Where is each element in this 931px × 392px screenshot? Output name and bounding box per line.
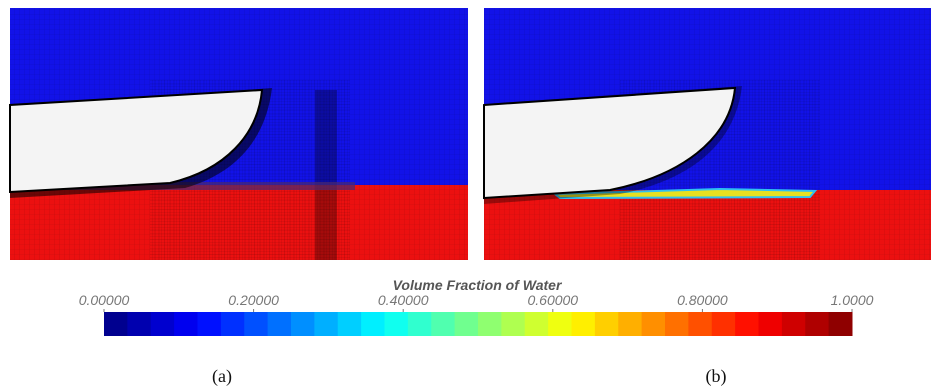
colorbar-band <box>828 312 853 336</box>
colorbar-band <box>501 312 526 336</box>
panel-b-image <box>483 8 931 260</box>
colorbar-tick-label: 1.0000 <box>831 292 874 308</box>
colorbar-band <box>361 312 385 336</box>
colorbar-band <box>337 312 362 336</box>
colorbar-band <box>618 312 643 336</box>
colorbar-band <box>735 312 759 336</box>
colorbar-band <box>711 312 736 336</box>
colorbar-title: Volume Fraction of Water <box>393 277 563 293</box>
colorbar-band <box>665 312 689 336</box>
colorbar-band <box>478 312 502 336</box>
colorbar-band <box>641 312 666 336</box>
colorbar-band <box>197 312 222 336</box>
colorbar-band <box>267 312 292 336</box>
colorbar: 0.00000 0.20000 0.40000 0.60000 0.80000 1.000… <box>79 292 874 336</box>
panel-label: (b) <box>706 366 727 387</box>
colorbar-band <box>104 312 128 336</box>
panel-label: (a) <box>212 366 232 387</box>
colorbar-band <box>384 312 409 336</box>
colorbar-band <box>407 312 432 336</box>
colorbar-tick-label: 0.00000 <box>79 292 130 308</box>
colorbar-band <box>431 312 456 336</box>
colorbar-band <box>688 312 713 336</box>
colorbar-band <box>291 312 315 336</box>
colorbar-tick-label: 0.80000 <box>677 292 728 308</box>
colorbar-band <box>594 312 619 336</box>
colorbar-band <box>174 312 198 336</box>
colorbar-band <box>548 312 572 336</box>
colorbar-band <box>127 312 152 336</box>
colorbar-band <box>220 312 245 336</box>
colorbar-tick-label: 0.60000 <box>527 292 578 308</box>
colorbar-band <box>571 312 596 336</box>
colorbar-band <box>244 312 269 336</box>
colorbar-band <box>781 312 806 336</box>
colorbar-band <box>314 312 339 336</box>
colorbar-band <box>454 312 479 336</box>
colorbar-tick-label: 0.20000 <box>228 292 279 308</box>
colorbar-tick-label: 0.40000 <box>378 292 429 308</box>
colorbar-band <box>758 312 783 336</box>
panel-a-image <box>9 8 468 260</box>
colorbar-band <box>150 312 175 336</box>
colorbar-band <box>805 312 830 336</box>
colorbar-band <box>524 312 549 336</box>
